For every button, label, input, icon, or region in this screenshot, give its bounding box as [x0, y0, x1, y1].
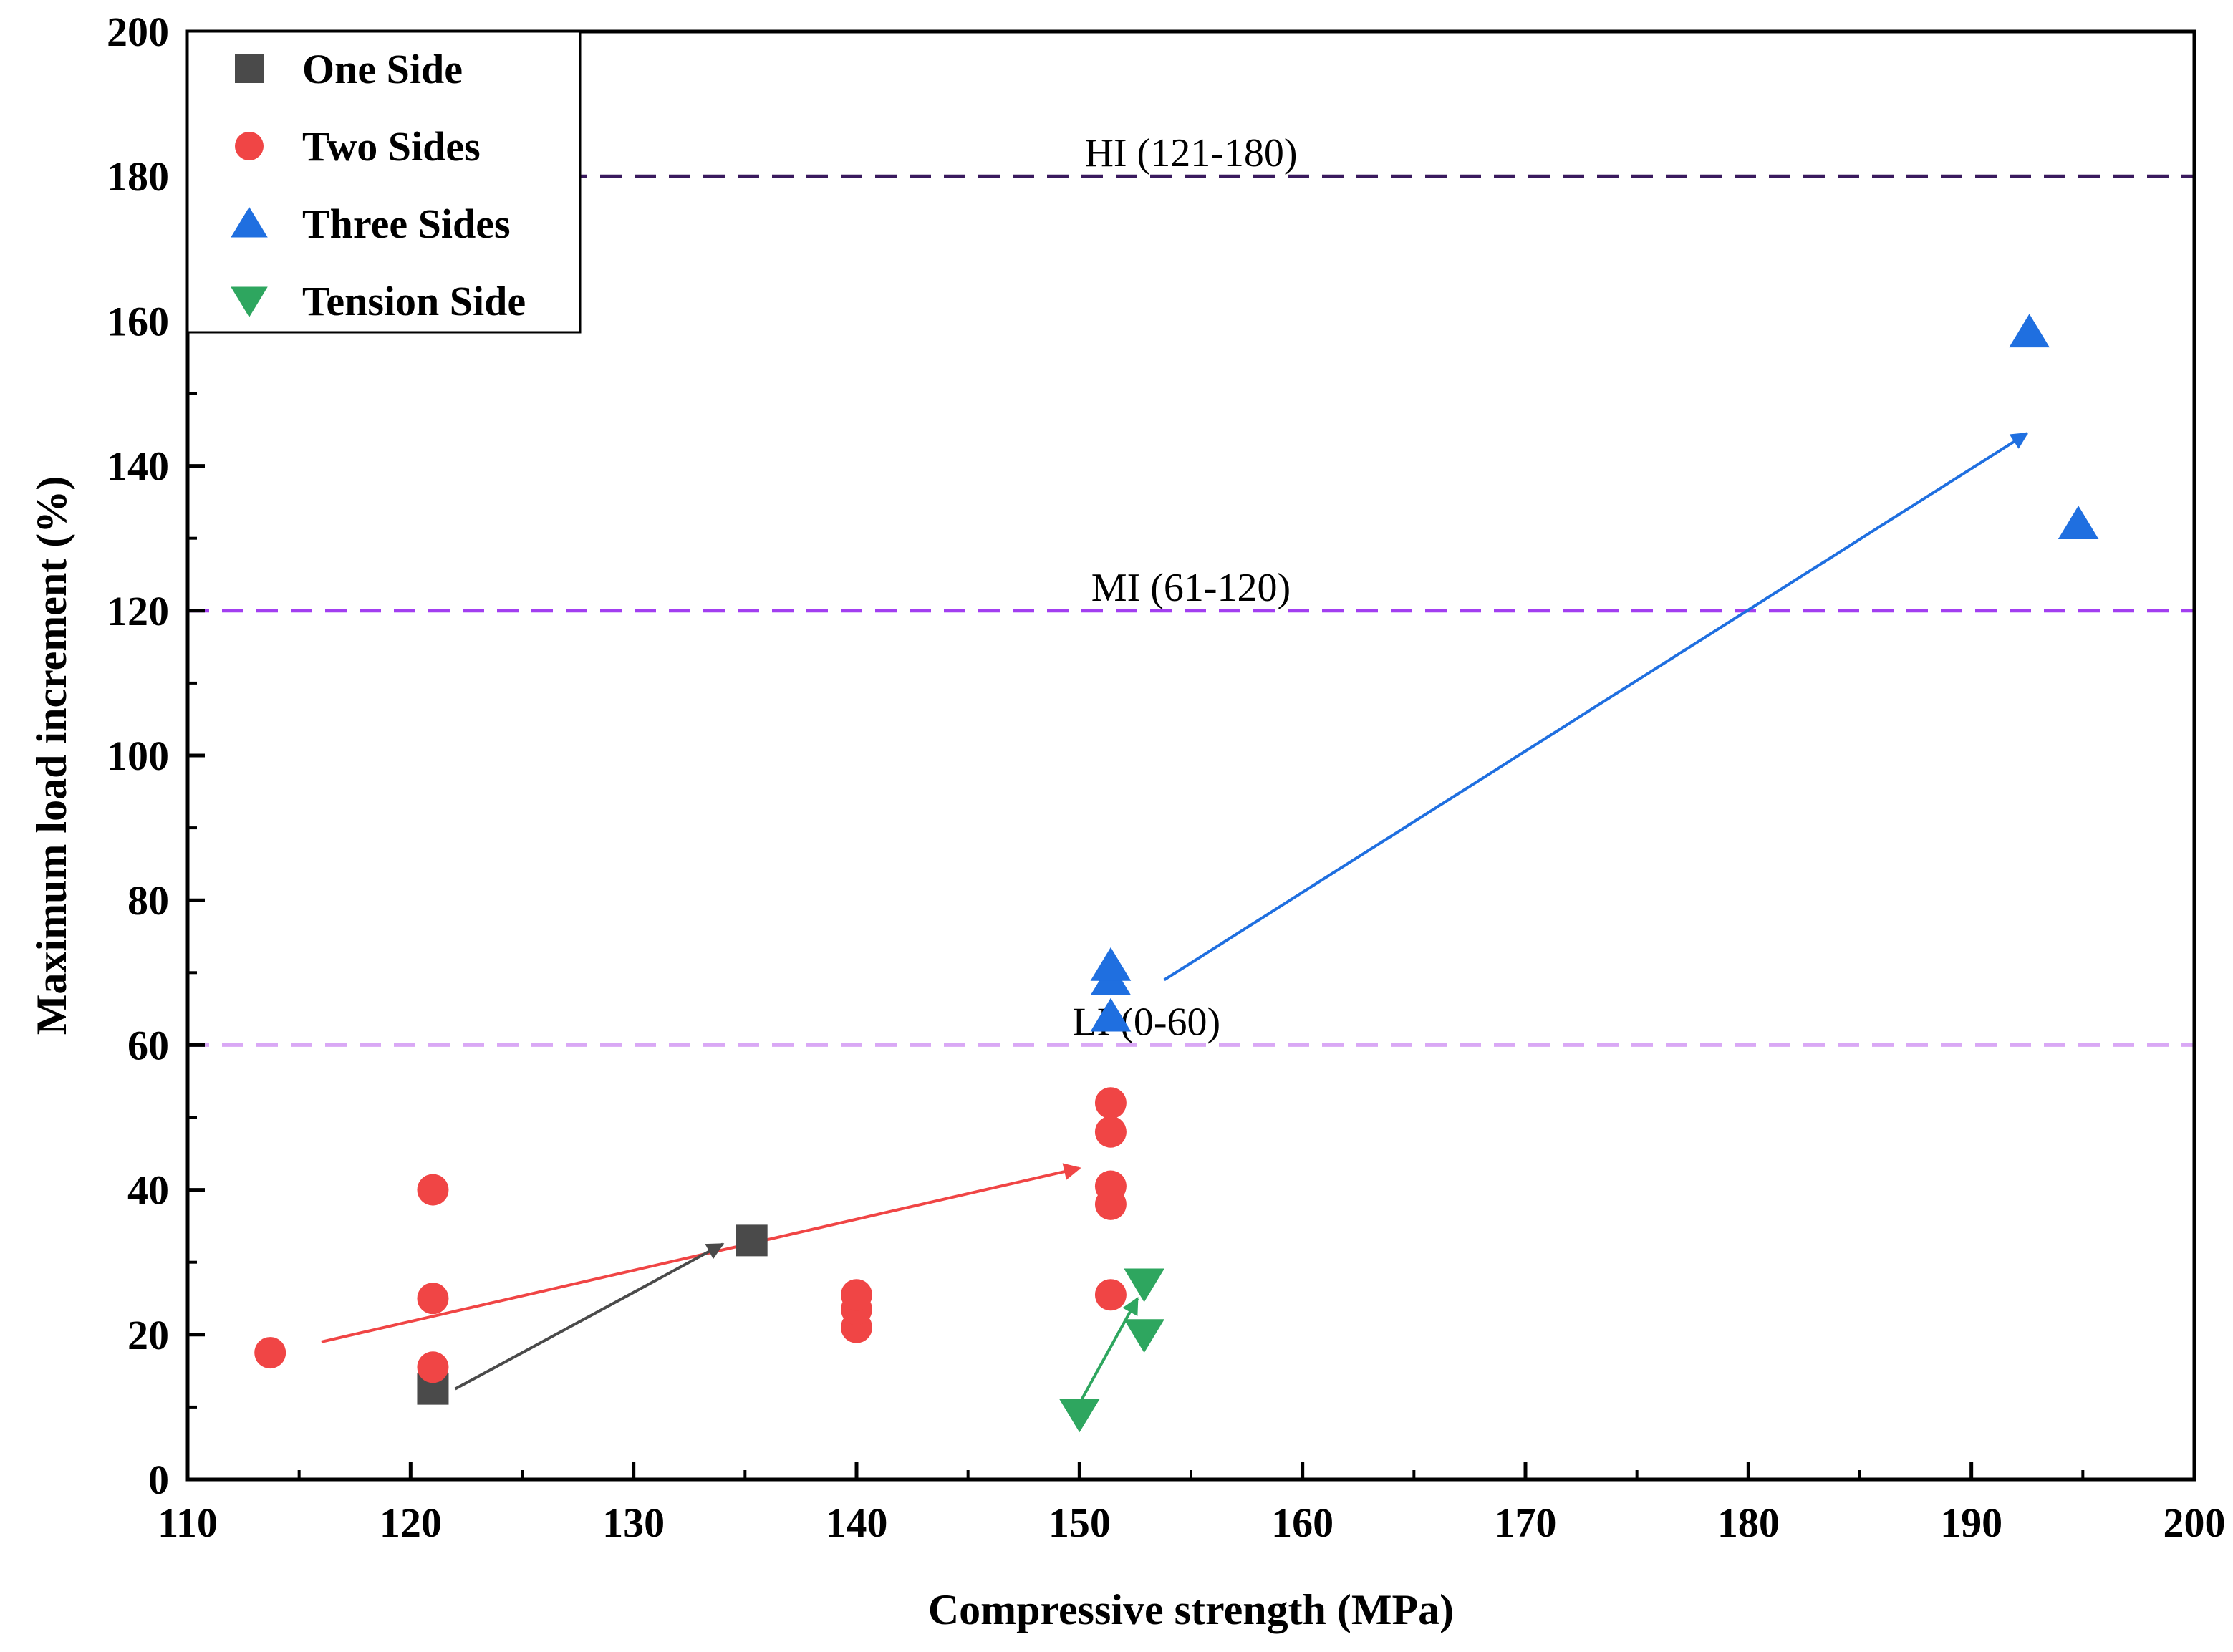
x-tick-label-130: 130 — [602, 1499, 665, 1546]
point-three-sides-0 — [1090, 998, 1132, 1032]
y-tick-label-140: 140 — [107, 443, 169, 490]
y-tick-label-60: 60 — [127, 1022, 169, 1068]
point-tension-side-2 — [1124, 1268, 1164, 1303]
reference-lines: HI (121-180) MI (61-120) LI (0-60) — [188, 131, 2194, 1047]
x-axis-title: Compressive strength (MPa) — [928, 1586, 1454, 1633]
point-two-sides-1 — [417, 1351, 449, 1383]
y-axis-title: Maximum load increment (%) — [28, 476, 75, 1035]
legend-marker-two-sides — [235, 132, 264, 160]
y-tick-label-20: 20 — [127, 1312, 169, 1358]
point-one-side-1 — [736, 1224, 768, 1257]
x-tick-label-150: 150 — [1048, 1499, 1111, 1546]
legend-marker-three-sides — [231, 207, 268, 238]
point-three-sides-4 — [2058, 506, 2099, 539]
reference-label-60: LI (0-60) — [1072, 1000, 1220, 1044]
trend-arrow-2 — [1163, 432, 2029, 982]
data-points — [254, 314, 2099, 1433]
point-three-sides-2 — [1090, 947, 1132, 981]
legend-label-two-sides: Two Sides — [302, 123, 481, 170]
trend-arrows — [321, 432, 2029, 1404]
point-two-sides-11 — [1094, 1087, 1127, 1119]
point-two-sides-9 — [1094, 1170, 1127, 1202]
y-tick-label-120: 120 — [107, 588, 169, 634]
legend-label-one-side: One Side — [302, 46, 463, 92]
x-tick-label-170: 170 — [1495, 1499, 1557, 1546]
y-tick-label-200: 200 — [107, 9, 169, 55]
point-two-sides-3 — [417, 1174, 449, 1206]
x-tick-label-140: 140 — [826, 1499, 888, 1546]
legend-marker-tension-side — [231, 286, 268, 317]
y-tick-label-40: 40 — [127, 1167, 169, 1214]
legend: One Side Two Sides Three Sides Tension Side — [186, 30, 582, 334]
point-two-sides-6 — [841, 1279, 872, 1311]
point-tension-side-0 — [1058, 1399, 1100, 1433]
trend-arrow-1 — [454, 1242, 725, 1391]
x-tick-label-110: 110 — [158, 1499, 218, 1546]
point-two-sides-2 — [417, 1283, 449, 1315]
legend-label-three-sides: Three Sides — [302, 201, 511, 247]
x-tick-label-200: 200 — [2164, 1499, 2226, 1546]
y-tick-label-0: 0 — [148, 1457, 169, 1503]
x-tick-label-190: 190 — [1940, 1499, 2002, 1546]
legend-marker-one-side — [235, 54, 264, 83]
point-two-sides-0 — [254, 1337, 286, 1369]
reference-label-120: MI (61-120) — [1091, 566, 1291, 610]
point-two-sides-10 — [1094, 1116, 1127, 1148]
point-tension-side-1 — [1124, 1319, 1164, 1353]
y-tick-label-160: 160 — [107, 298, 169, 344]
legend-label-tension-side: Tension Side — [302, 278, 526, 324]
y-tick-label-100: 100 — [107, 733, 169, 779]
point-two-sides-7 — [1094, 1279, 1127, 1311]
reference-label-180: HI (121-180) — [1084, 131, 1297, 175]
point-three-sides-3 — [2009, 314, 2050, 348]
y-tick-label-80: 80 — [127, 877, 169, 924]
x-tick-label-160: 160 — [1271, 1499, 1333, 1546]
y-tick-label-180: 180 — [107, 153, 169, 200]
trend-arrow-3 — [1078, 1297, 1139, 1404]
x-tick-label-180: 180 — [1717, 1499, 1780, 1546]
x-tick-label-120: 120 — [380, 1499, 442, 1546]
